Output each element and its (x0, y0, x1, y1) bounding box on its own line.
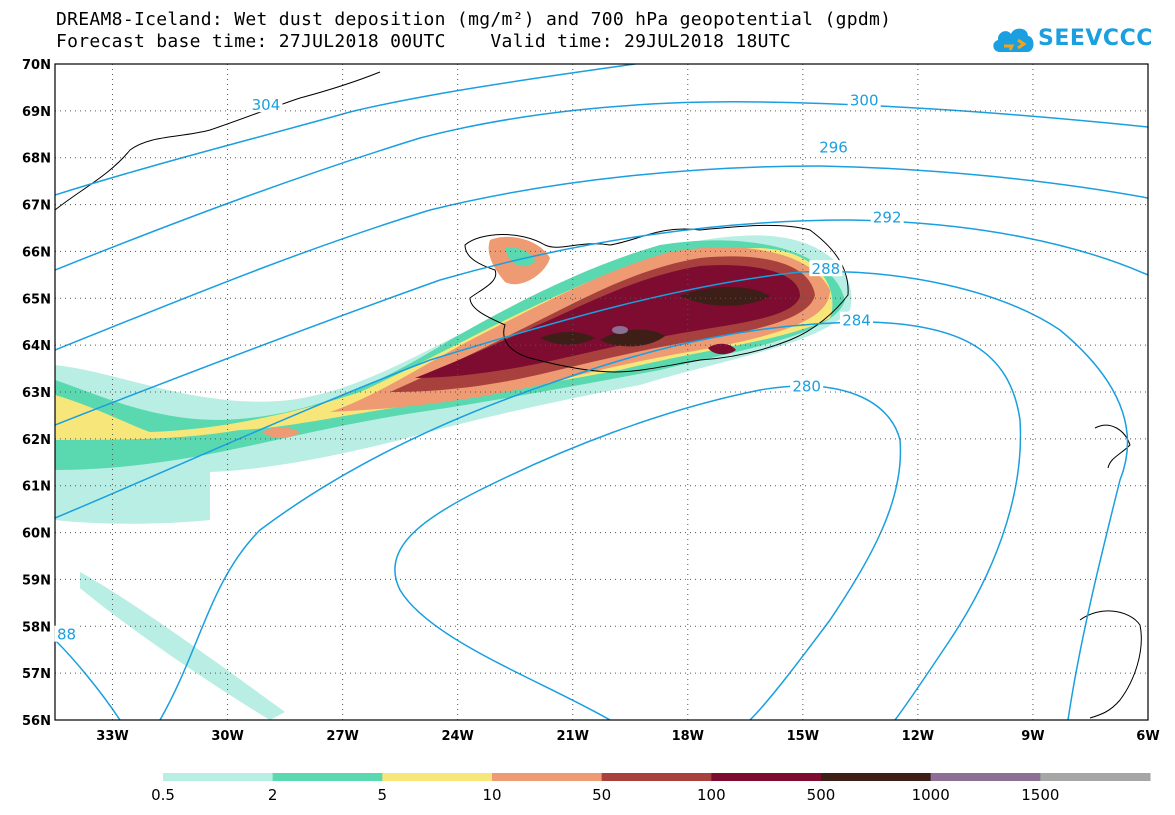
lat-label: 63N (22, 386, 51, 401)
lon-label: 18W (672, 729, 704, 744)
latitude-labels: 70N 69N 68N 67N 66N 65N 64N 63N 62N 61N 60N 59N 58N 5… (22, 58, 51, 729)
legend-label: 0.5 (151, 786, 175, 804)
contour-label: 300 (850, 91, 879, 109)
contour-labels: 304 300 296 292 288 284 280 88 (54, 91, 904, 644)
lon-label: 9W (1021, 729, 1044, 744)
legend-swatch (601, 773, 712, 781)
lon-label: 24W (441, 729, 473, 744)
forecast-times: Forecast base time: 27JUL2018 00UTC Vali… (56, 31, 792, 52)
contour-label-bg (809, 260, 843, 277)
coastlines (55, 71, 1142, 719)
map-frame (54, 63, 1149, 721)
lat-label: 61N (22, 480, 51, 495)
legend-swatch (492, 773, 603, 781)
greenland-coastline (55, 71, 381, 211)
dust-field (55, 235, 852, 720)
lat-label: 56N (22, 714, 51, 729)
contour-label-bg (249, 96, 283, 113)
map-title: DREAM8-Iceland: Wet dust deposition (mg/… (56, 9, 892, 30)
legend-label: 1500 (1021, 786, 1059, 804)
dust-level-0.5-tail (80, 572, 285, 720)
lat-label: 69N (22, 105, 51, 120)
legend-swatch (711, 773, 822, 781)
lat-label: 67N (22, 199, 51, 214)
lon-label: 33W (96, 729, 128, 744)
lat-label: 62N (22, 433, 51, 448)
dust-level-500 (540, 287, 770, 347)
contour-label-bg (870, 208, 904, 225)
contour-label: 296 (819, 138, 848, 156)
contour-280 (394, 385, 902, 720)
contour-label-bg (847, 91, 881, 108)
lat-label: 58N (22, 620, 51, 635)
contour-label: 88 (57, 626, 76, 644)
contour-label: 280 (792, 377, 821, 395)
cloud-icon (993, 28, 1034, 52)
lat-label: 59N (22, 573, 51, 588)
lat-label: 57N (22, 667, 51, 682)
color-legend: 0.5 2 5 10 50 100 500 1000 1500 (151, 773, 1151, 804)
geopotential-contours (55, 64, 1148, 720)
legend-label: 5 (378, 786, 388, 804)
longitude-labels: 33W 30W 27W 24W 21W 18W 15W 12W 9W 6W (96, 729, 1159, 744)
legend-label: 2 (268, 786, 278, 804)
contour-284 (159, 321, 1022, 720)
lon-label: 6W (1136, 729, 1159, 744)
lat-label: 64N (22, 339, 51, 354)
contour-288 (55, 270, 1129, 720)
dust-small-spot (262, 427, 300, 438)
legend-label: 100 (697, 786, 726, 804)
lon-label: 12W (902, 729, 934, 744)
legend-swatch (821, 773, 932, 781)
lon-label: 27W (326, 729, 358, 744)
lon-label: 30W (211, 729, 243, 744)
logo-text: SEEVCCC (1038, 26, 1153, 51)
legend-swatch (163, 773, 274, 781)
lat-label: 68N (22, 152, 51, 167)
lat-label: 66N (22, 245, 51, 260)
scotland-coastline (1079, 610, 1142, 719)
contour-292 (55, 219, 1148, 426)
contour-288-corner (55, 639, 121, 720)
lat-label: 70N (22, 58, 51, 73)
dust-level-1000 (612, 326, 628, 334)
legend-label: 50 (592, 786, 611, 804)
contour-300 (55, 101, 1148, 271)
lat-label: 65N (22, 292, 51, 307)
contour-label: 288 (812, 260, 841, 278)
iceland-coastline (464, 224, 849, 373)
contour-label-bg (790, 377, 824, 394)
legend-swatch (272, 773, 383, 781)
faroe-coastline (1094, 424, 1131, 469)
lon-label: 21W (557, 729, 589, 744)
contour-label-bg (817, 138, 851, 155)
legend-label: 10 (482, 786, 501, 804)
graticule (55, 64, 1148, 720)
lon-label: 15W (787, 729, 819, 744)
contour-296 (55, 165, 1148, 351)
seevccc-logo: SEEVCCC (990, 22, 1165, 62)
lat-label: 60N (22, 527, 51, 542)
contour-label-bg (54, 625, 79, 642)
contour-label: 292 (873, 209, 902, 227)
contour-label: 284 (842, 312, 871, 330)
legend-swatch (382, 773, 493, 781)
legend-swatch (1040, 773, 1151, 781)
contour-label-bg (840, 311, 874, 328)
legend-swatch (930, 773, 1041, 781)
legend-label: 1000 (912, 786, 950, 804)
contour-label: 304 (252, 96, 281, 114)
legend-label: 500 (807, 786, 836, 804)
contour-304 (55, 64, 636, 196)
